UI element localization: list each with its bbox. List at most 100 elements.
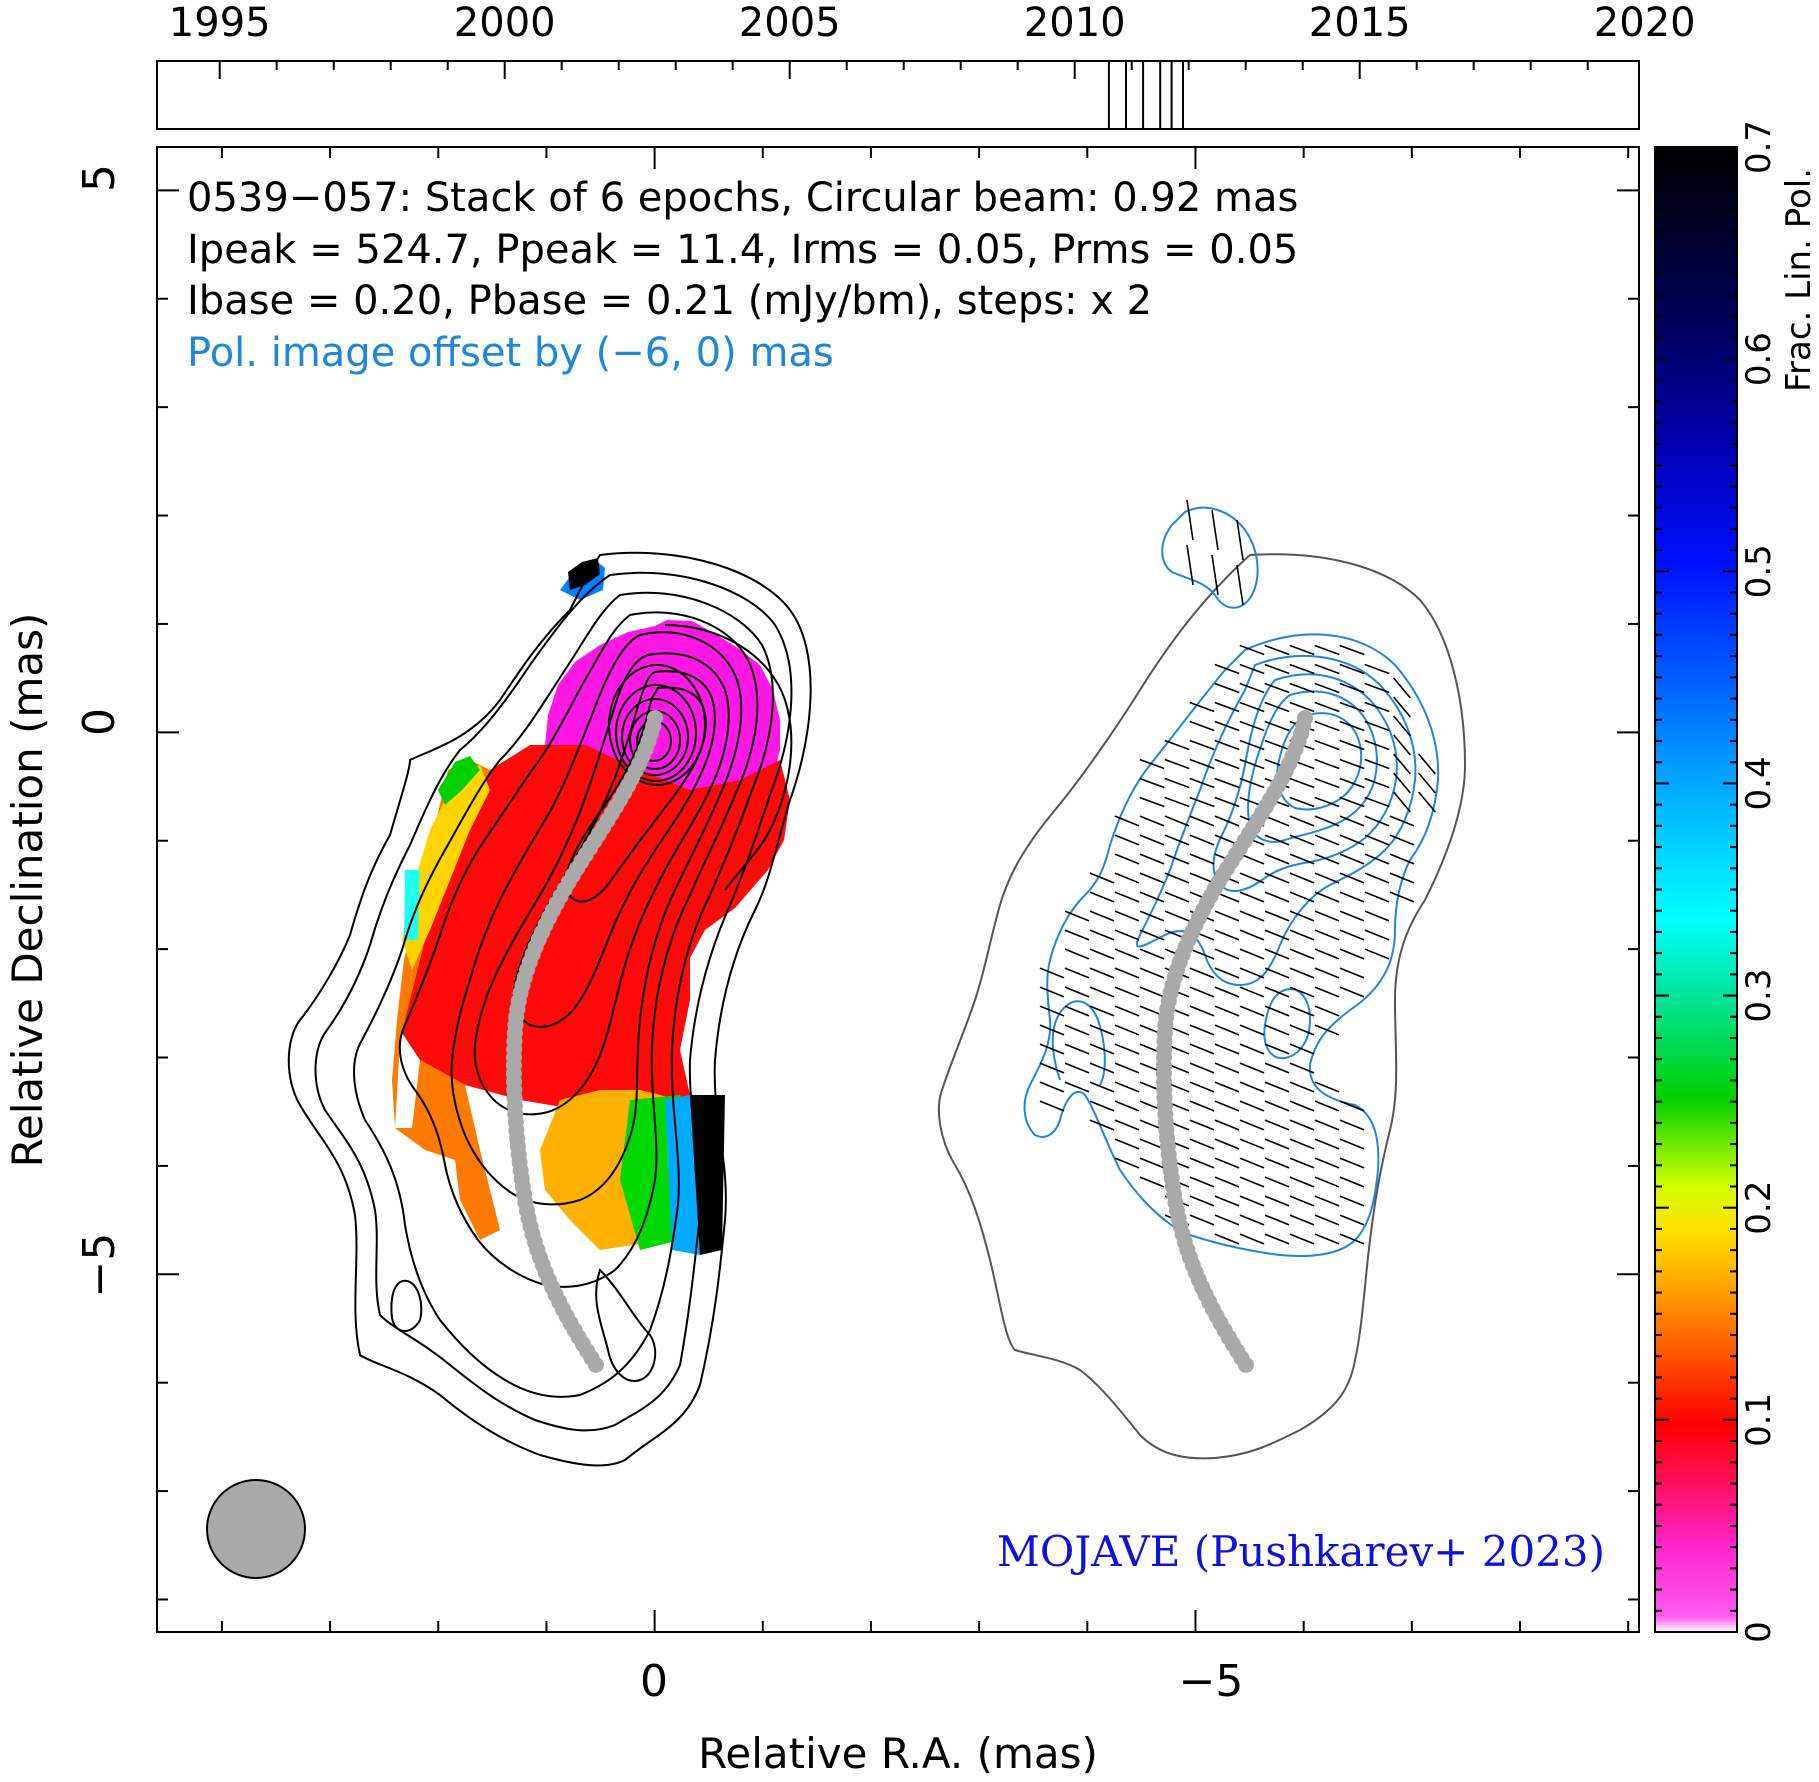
evpa-vector-230 <box>1214 1024 1240 1036</box>
evpa-vector-344 <box>1211 509 1219 551</box>
evpa-vector-105 <box>1339 834 1365 846</box>
evpa-vector-145 <box>1389 891 1415 903</box>
pol-contour-2 <box>1135 654 1417 987</box>
i-contour-west-blob <box>390 1279 423 1332</box>
evpa-vector-287 <box>1239 1119 1265 1131</box>
evpa-vector-238 <box>1114 1043 1140 1055</box>
frac-pol-image <box>392 558 790 1255</box>
epoch-timeline: 1995 2000 2005 2010 2015 2020 <box>156 0 1696 130</box>
evpa-vector-63 <box>1214 777 1240 789</box>
evpa-vector-314 <box>1189 1176 1215 1188</box>
evpa-vector-330 <box>1189 1214 1215 1226</box>
evpa-vector-193 <box>1239 967 1265 979</box>
evpa-vector-274 <box>1189 1100 1215 1112</box>
evpa-vector-300 <box>1314 1138 1340 1150</box>
evpa-vector-181 <box>1289 948 1315 960</box>
evpa-vector-21 <box>1214 701 1240 713</box>
y-tick-label-minus5: −5 <box>74 1233 125 1298</box>
evpa-vector-5 <box>1214 663 1240 675</box>
evpa-vector-289 <box>1289 1119 1315 1131</box>
evpa-vector-177 <box>1189 948 1215 960</box>
evpa-vector-108 <box>1114 853 1140 865</box>
evpa-vector-218 <box>1214 1005 1240 1017</box>
evpa-vector-214 <box>1114 1005 1140 1017</box>
evpa-vector-264 <box>1214 1081 1240 1093</box>
evpa-vector-256 <box>1289 1062 1315 1074</box>
evpa-vector-36 <box>1364 720 1390 732</box>
evpa-vector-307 <box>1239 1157 1265 1169</box>
evpa-vector-86 <box>1164 815 1190 827</box>
evpa-vector-201 <box>1114 986 1140 998</box>
year-label-1995: 1995 <box>169 0 271 46</box>
evpa-vector-179 <box>1239 948 1265 960</box>
evpa-vector-144 <box>1364 891 1390 903</box>
evpa-vector-84 <box>1114 815 1140 827</box>
evpa-vector-71 <box>1418 772 1436 794</box>
i-contour-3 <box>353 591 774 1398</box>
evpa-vector-119 <box>1389 853 1415 865</box>
evpa-vector-343 <box>1186 499 1194 541</box>
evpa-vector-153 <box>1239 910 1265 922</box>
evpa-vector-22 <box>1239 701 1265 713</box>
pol-patch-orange <box>392 760 500 1240</box>
evpa-vector-94 <box>1364 815 1390 827</box>
evpa-vector-242 <box>1214 1043 1240 1055</box>
evpa-vector-110 <box>1164 853 1190 865</box>
evpa-vector-254 <box>1239 1062 1265 1074</box>
evpa-vector-322 <box>1189 1195 1215 1207</box>
evpa-vector-154 <box>1264 910 1290 922</box>
evpa-vector-37 <box>1393 715 1411 737</box>
evpa-vector-319 <box>1314 1176 1340 1188</box>
colorbar-tick-labels: 0 0.1 0.2 0.3 0.4 0.5 0.6 0.7 <box>1739 120 1779 1643</box>
i-contour-9 <box>608 664 706 786</box>
evpa-vector-104 <box>1314 834 1340 846</box>
evpa-vector-260 <box>1114 1081 1140 1093</box>
evpa-vector-338 <box>1239 1233 1265 1245</box>
evpa-vector-126 <box>1239 872 1265 884</box>
evpa-vector-279 <box>1314 1100 1340 1112</box>
evpa-vector-298 <box>1264 1138 1290 1150</box>
i-contour-10 <box>615 684 697 782</box>
evpa-vector-120 <box>1089 872 1115 884</box>
evpa-vector-241 <box>1189 1043 1215 1055</box>
evpa-vector-291 <box>1339 1119 1365 1131</box>
pol-contour-6 <box>1263 988 1312 1060</box>
evpa-vector-234 <box>1314 1024 1340 1036</box>
evpa-vector-20 <box>1189 701 1215 713</box>
evpa-vector-308 <box>1264 1157 1290 1169</box>
evpa-vector-70 <box>1393 772 1411 794</box>
evpa-vector-277 <box>1264 1100 1290 1112</box>
jet-ridgeline-right <box>1155 710 1313 1376</box>
evpa-vector-208 <box>1289 986 1315 998</box>
evpa-vector-259 <box>1089 1081 1115 1093</box>
evpa-vector-123 <box>1164 872 1190 884</box>
evpa-vector-180 <box>1264 948 1290 960</box>
evpa-vector-83 <box>1418 791 1436 813</box>
evpa-vector-111 <box>1189 853 1215 865</box>
evpa-vector-170 <box>1339 929 1365 941</box>
evpa-vector-6 <box>1239 663 1265 675</box>
evpa-vector-270 <box>1089 1100 1115 1112</box>
evpa-vector-61 <box>1164 777 1190 789</box>
evpa-vector-141 <box>1289 891 1315 903</box>
i-contour-6 <box>473 652 730 1116</box>
evpa-vector-328 <box>1339 1195 1365 1207</box>
evpa-vector-34 <box>1314 720 1340 732</box>
evpa-vector-336 <box>1339 1214 1365 1226</box>
y-tick-label-5: 5 <box>74 164 125 192</box>
evpa-vector-136 <box>1164 891 1190 903</box>
evpa-vector-38 <box>1164 739 1190 751</box>
y-axis-label: Relative Declination (mas) <box>3 613 52 1168</box>
evpa-vector-29 <box>1189 720 1215 732</box>
evpa-vector-88 <box>1214 815 1240 827</box>
evpa-vector-327 <box>1314 1195 1340 1207</box>
evpa-vector-207 <box>1264 986 1290 998</box>
evpa-vector-97 <box>1139 834 1165 846</box>
evpa-vector-246 <box>1039 1062 1065 1074</box>
evpa-vector-16 <box>1314 682 1340 694</box>
pol-patch-green <box>438 756 480 805</box>
cb-label-0.5: 0.5 <box>1739 544 1779 598</box>
evpa-vector-280 <box>1339 1100 1365 1112</box>
evpa-vector-10 <box>1339 663 1365 675</box>
evpa-vector-122 <box>1139 872 1165 884</box>
